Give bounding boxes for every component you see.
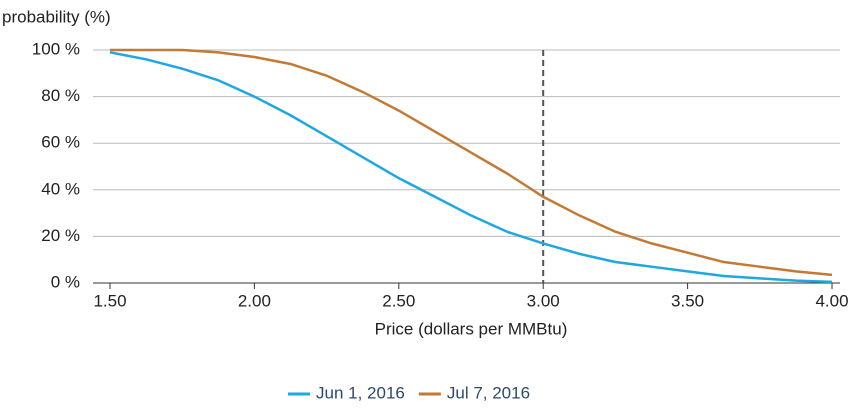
y-tick-label: 80 %	[41, 86, 80, 105]
y-tick-label: 40 %	[41, 179, 80, 198]
y-tick-label: 60 %	[41, 133, 80, 152]
x-tick-label: 2.50	[382, 291, 415, 310]
y-tick-label: 0 %	[51, 272, 80, 291]
y-axis-label: probability (%)	[2, 7, 111, 26]
x-tick-label: 2.00	[238, 291, 271, 310]
x-axis-label: Price (dollars per MMBtu)	[375, 319, 568, 338]
y-tick-label: 100 %	[32, 39, 80, 58]
x-tick-label: 3.00	[527, 291, 560, 310]
x-tick-label: 1.50	[93, 291, 126, 310]
series-line	[109, 51, 833, 284]
legend-label: Jul 7, 2016	[447, 383, 530, 402]
x-tick-label: 3.50	[671, 291, 704, 310]
series-line	[110, 48, 833, 277]
x-tick-label: 4.00	[815, 291, 848, 310]
legend-label: Jun 1, 2016	[316, 383, 405, 402]
y-tick-label: 20 %	[41, 226, 80, 245]
